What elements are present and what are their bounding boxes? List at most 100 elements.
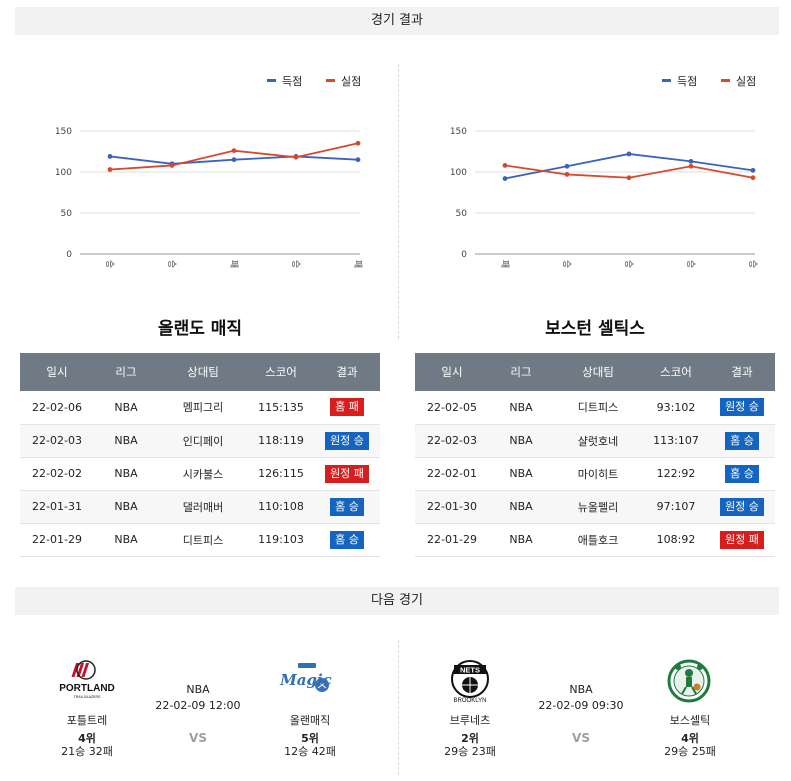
home-team-rank: 2위 bbox=[461, 732, 479, 745]
col-header-league: 리그 bbox=[94, 353, 158, 391]
result-badge: 홈 승 bbox=[330, 497, 364, 516]
cell-date: 22-02-03 bbox=[415, 424, 489, 458]
y-tick-label: 100 bbox=[55, 168, 72, 178]
col-header-league: 리그 bbox=[489, 353, 553, 391]
results-divider bbox=[398, 64, 399, 339]
result-badge: 원정 패 bbox=[325, 464, 369, 483]
table-row: 22-01-31 NBA 댈러매버 110:108 홈 승 bbox=[20, 490, 380, 524]
next-game-league: NBA bbox=[569, 683, 593, 696]
cell-opponent: 댈러매버 bbox=[158, 490, 248, 524]
x-tick-label: 패 bbox=[352, 260, 363, 268]
cell-league: NBA bbox=[489, 490, 553, 524]
cell-result: 홈 승 bbox=[709, 424, 775, 458]
cell-result: 원정 패 bbox=[314, 457, 380, 491]
cell-date: 22-01-30 bbox=[415, 490, 489, 524]
orlando-results-table: 일시 리그 상대팀 스코어 결과 22-02-06 NBA 멤피그리 115:135 홈… bbox=[20, 353, 380, 557]
y-tick-label: 50 bbox=[456, 209, 468, 219]
boston-results-table: 일시 리그 상대팀 스코어 결과 22-02-05 NBA 디트피스 93:102 원정… bbox=[415, 353, 775, 557]
home-team-name: 포틀트레 bbox=[66, 714, 108, 727]
result-badge: 홈 승 bbox=[725, 464, 759, 483]
data-point bbox=[564, 163, 570, 169]
series-line bbox=[504, 153, 754, 180]
boston-chart-svg: 0 50 100 150 패 승 승 승 승 득점 실점 bbox=[450, 75, 758, 268]
cell-result: 홈 승 bbox=[314, 490, 380, 524]
table-row: 22-02-06 NBA 멤피그리 115:135 홈 패 bbox=[20, 391, 380, 425]
cell-score: 110:108 bbox=[248, 490, 314, 524]
cell-date: 22-01-29 bbox=[415, 523, 489, 557]
col-header-result: 결과 bbox=[709, 353, 775, 391]
svg-text:Magic: Magic bbox=[279, 671, 332, 689]
cell-score: 115:135 bbox=[248, 391, 314, 425]
y-tick-label: 0 bbox=[461, 250, 467, 260]
orlando-team-title: 올랜도 매직 bbox=[157, 319, 243, 339]
data-point bbox=[107, 154, 113, 159]
cell-opponent: 뉴올펠리 bbox=[553, 490, 643, 524]
data-point bbox=[502, 163, 508, 168]
vs-label: VS bbox=[189, 731, 207, 745]
data-point bbox=[688, 163, 694, 169]
table-row: 22-02-01 NBA 마이히트 122:92 홈 승 bbox=[415, 457, 775, 491]
cell-league: NBA bbox=[489, 457, 553, 491]
y-tick-label: 0 bbox=[66, 250, 72, 260]
next-game-datetime: 22-02-09 12:00 bbox=[155, 699, 241, 712]
orlando-score-chart: 0 50 100 150 승 승 패 승 패 득점 실점 bbox=[20, 60, 380, 280]
cell-opponent: 인디페이 bbox=[158, 424, 248, 458]
cell-league: NBA bbox=[489, 523, 553, 557]
result-badge: 원정 승 bbox=[720, 398, 764, 417]
data-point bbox=[169, 163, 175, 168]
data-point bbox=[750, 175, 756, 181]
cell-date: 22-02-03 bbox=[20, 424, 94, 458]
orlando-chart-svg: 0 50 100 150 승 승 패 승 패 득점 실점 bbox=[55, 75, 363, 268]
cell-score: 122:92 bbox=[643, 457, 709, 491]
cell-date: 22-02-01 bbox=[415, 457, 489, 491]
table-row: 22-02-03 NBA 샬럿호네 113:107 홈 승 bbox=[415, 424, 775, 458]
cell-date: 22-02-02 bbox=[20, 457, 94, 491]
data-point bbox=[107, 167, 113, 172]
table-row: 22-02-05 NBA 디트피스 93:102 원정 승 bbox=[415, 391, 775, 425]
cell-opponent: 시카불스 bbox=[158, 457, 248, 491]
cell-opponent: 샬럿호네 bbox=[553, 424, 643, 458]
cell-result: 원정 패 bbox=[709, 523, 775, 557]
legend-label: 득점 bbox=[282, 75, 302, 88]
svg-text:NETS: NETS bbox=[460, 666, 480, 675]
vs-label: VS bbox=[572, 731, 590, 745]
cell-date: 22-02-06 bbox=[20, 391, 94, 425]
cell-result: 홈 패 bbox=[314, 391, 380, 425]
result-badge: 홈 패 bbox=[330, 398, 364, 417]
cell-league: NBA bbox=[489, 391, 553, 425]
col-header-score: 스코어 bbox=[248, 353, 314, 391]
data-point bbox=[293, 154, 299, 160]
cell-score: 118:119 bbox=[248, 424, 314, 458]
col-header-result: 결과 bbox=[314, 353, 380, 391]
cell-league: NBA bbox=[94, 457, 158, 491]
cell-date: 22-01-29 bbox=[20, 523, 94, 557]
data-point bbox=[355, 140, 361, 146]
col-header-opponent: 상대팀 bbox=[553, 353, 643, 391]
boston-score-chart: 0 50 100 150 패 승 승 승 승 득점 실점 bbox=[415, 60, 775, 280]
boston-celtics-logo bbox=[657, 657, 721, 703]
col-header-score: 스코어 bbox=[643, 353, 709, 391]
cell-opponent: 멤피그리 bbox=[158, 391, 248, 425]
data-point bbox=[626, 175, 632, 181]
data-point bbox=[688, 158, 694, 164]
next-games-divider bbox=[398, 640, 399, 775]
home-team-rank: 4위 bbox=[78, 732, 96, 745]
x-tick-label: 승 bbox=[290, 260, 301, 268]
result-badge: 홈 승 bbox=[725, 431, 759, 450]
away-team-record: 12승 42패 bbox=[284, 745, 336, 758]
away-team-rank: 4위 bbox=[681, 732, 699, 745]
legend-label: 실점 bbox=[341, 75, 361, 88]
results-section-header: 경기 결과 bbox=[15, 7, 779, 35]
portland-logo: PORTLAND TRAIL BLAZERS bbox=[55, 657, 119, 701]
svg-text:PORTLAND: PORTLAND bbox=[59, 683, 115, 694]
cell-opponent: 디트피스 bbox=[158, 523, 248, 557]
cell-result: 홈 승 bbox=[314, 523, 380, 557]
cell-league: NBA bbox=[94, 424, 158, 458]
series-line bbox=[109, 142, 359, 171]
orlando-magic-logo: Magic bbox=[278, 657, 342, 701]
cell-score: 119:103 bbox=[248, 523, 314, 557]
next-game-datetime: 22-02-09 09:30 bbox=[538, 699, 624, 712]
x-tick-label: 승 bbox=[747, 260, 758, 268]
data-point bbox=[231, 148, 237, 154]
legend-swatch bbox=[721, 79, 730, 82]
